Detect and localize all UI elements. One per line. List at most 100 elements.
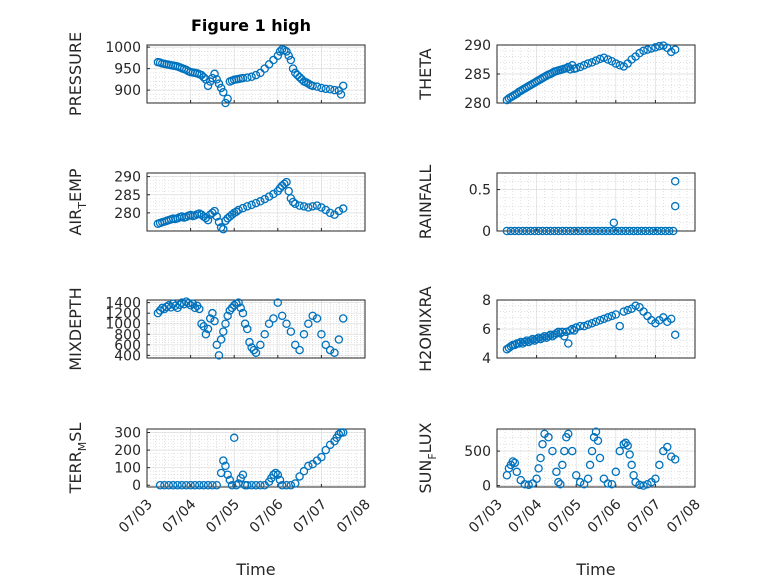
data-point bbox=[203, 215, 213, 225]
data-point bbox=[595, 453, 605, 463]
data-point bbox=[629, 226, 638, 236]
y-tick-label: 1200 bbox=[105, 306, 141, 322]
y-tick-label: 290 bbox=[114, 170, 141, 186]
data-point bbox=[649, 226, 658, 236]
data-point bbox=[223, 94, 232, 103]
grid bbox=[497, 45, 695, 103]
x-axis-label: Time bbox=[575, 560, 615, 579]
x-tick-label: 07/08 bbox=[334, 497, 374, 537]
subplot-air-temp: 280 285 290 AIRTEMP bbox=[66, 168, 366, 236]
data-markers bbox=[153, 177, 348, 234]
y-tick-label: 300 bbox=[114, 426, 141, 442]
plot-frame bbox=[496, 428, 696, 488]
data-point bbox=[210, 206, 219, 216]
x-tick-label: 07/03 bbox=[466, 497, 506, 537]
plot-area bbox=[496, 172, 696, 232]
y-tick-label: 290 bbox=[464, 38, 491, 54]
data-point bbox=[603, 313, 613, 322]
data-point bbox=[325, 85, 335, 94]
data-point bbox=[502, 226, 512, 236]
data-point bbox=[214, 351, 224, 360]
data-point bbox=[275, 47, 285, 56]
data-point bbox=[317, 452, 326, 462]
data-point bbox=[236, 303, 245, 313]
data-point bbox=[516, 337, 526, 347]
data-point bbox=[567, 446, 577, 456]
data-point bbox=[581, 226, 591, 236]
data-point bbox=[538, 333, 547, 342]
data-markers bbox=[153, 45, 348, 108]
data-point bbox=[647, 44, 656, 53]
data-point bbox=[232, 207, 241, 217]
data-point bbox=[611, 59, 621, 68]
y-axis-label-7: SUNFLUX bbox=[416, 422, 439, 493]
data-point bbox=[210, 316, 219, 326]
y-axis-label-1: THETA bbox=[416, 48, 435, 100]
data-point bbox=[558, 327, 567, 337]
x-tick-label: 07/06 bbox=[247, 496, 287, 536]
data-point bbox=[583, 59, 593, 68]
data-point bbox=[264, 319, 274, 328]
data-point bbox=[573, 226, 583, 236]
data-point bbox=[619, 307, 628, 316]
data-point bbox=[317, 83, 326, 93]
data-point bbox=[619, 439, 628, 449]
data-point bbox=[162, 302, 171, 312]
data-point bbox=[554, 477, 563, 487]
subplot-theta: 280 285 290 THETA bbox=[416, 38, 696, 112]
data-point bbox=[312, 314, 322, 323]
data-point bbox=[520, 479, 529, 489]
data-point bbox=[655, 41, 664, 51]
data-point bbox=[290, 199, 300, 209]
data-point bbox=[201, 330, 211, 339]
data-point bbox=[249, 345, 259, 355]
data-point bbox=[607, 479, 617, 489]
figure-title: Figure 1 high bbox=[191, 16, 311, 35]
data-point bbox=[512, 467, 522, 477]
data-point bbox=[299, 466, 309, 476]
data-point bbox=[670, 45, 680, 54]
data-point bbox=[212, 480, 222, 490]
data-point bbox=[615, 446, 625, 456]
data-point bbox=[153, 308, 163, 318]
data-point bbox=[569, 226, 579, 236]
data-point bbox=[243, 73, 252, 82]
y-tick-label: 400 bbox=[114, 348, 141, 364]
x-tick-label: 07/03 bbox=[116, 497, 156, 537]
x-tick-label: 07/07 bbox=[290, 497, 330, 537]
data-point bbox=[593, 436, 603, 445]
data-point bbox=[585, 226, 595, 236]
data-point bbox=[275, 183, 285, 193]
data-point bbox=[290, 479, 300, 488]
y-tick-label: 1000 bbox=[105, 40, 141, 56]
data-point bbox=[631, 301, 640, 311]
data-point bbox=[219, 456, 228, 465]
data-point bbox=[613, 226, 623, 236]
data-point bbox=[645, 226, 654, 236]
data-point bbox=[190, 303, 200, 313]
data-point bbox=[282, 319, 291, 328]
data-point bbox=[530, 226, 539, 236]
data-point bbox=[560, 446, 569, 456]
data-point bbox=[325, 345, 335, 355]
data-point bbox=[554, 226, 563, 236]
data-point bbox=[567, 324, 577, 334]
data-point bbox=[591, 427, 601, 437]
data-point bbox=[195, 304, 204, 314]
data-point bbox=[520, 337, 529, 347]
data-point bbox=[282, 47, 291, 56]
data-point bbox=[282, 177, 291, 187]
data-point bbox=[208, 73, 217, 83]
data-point bbox=[532, 334, 541, 344]
data-point bbox=[330, 85, 339, 95]
data-point bbox=[199, 480, 208, 490]
data-point bbox=[579, 61, 589, 70]
data-point bbox=[243, 324, 252, 334]
plot-frame bbox=[146, 428, 366, 488]
data-point bbox=[591, 56, 601, 65]
data-point bbox=[534, 226, 543, 236]
data-point bbox=[546, 226, 555, 236]
data-point bbox=[229, 433, 239, 443]
data-point bbox=[299, 330, 309, 339]
data-point bbox=[579, 479, 589, 489]
